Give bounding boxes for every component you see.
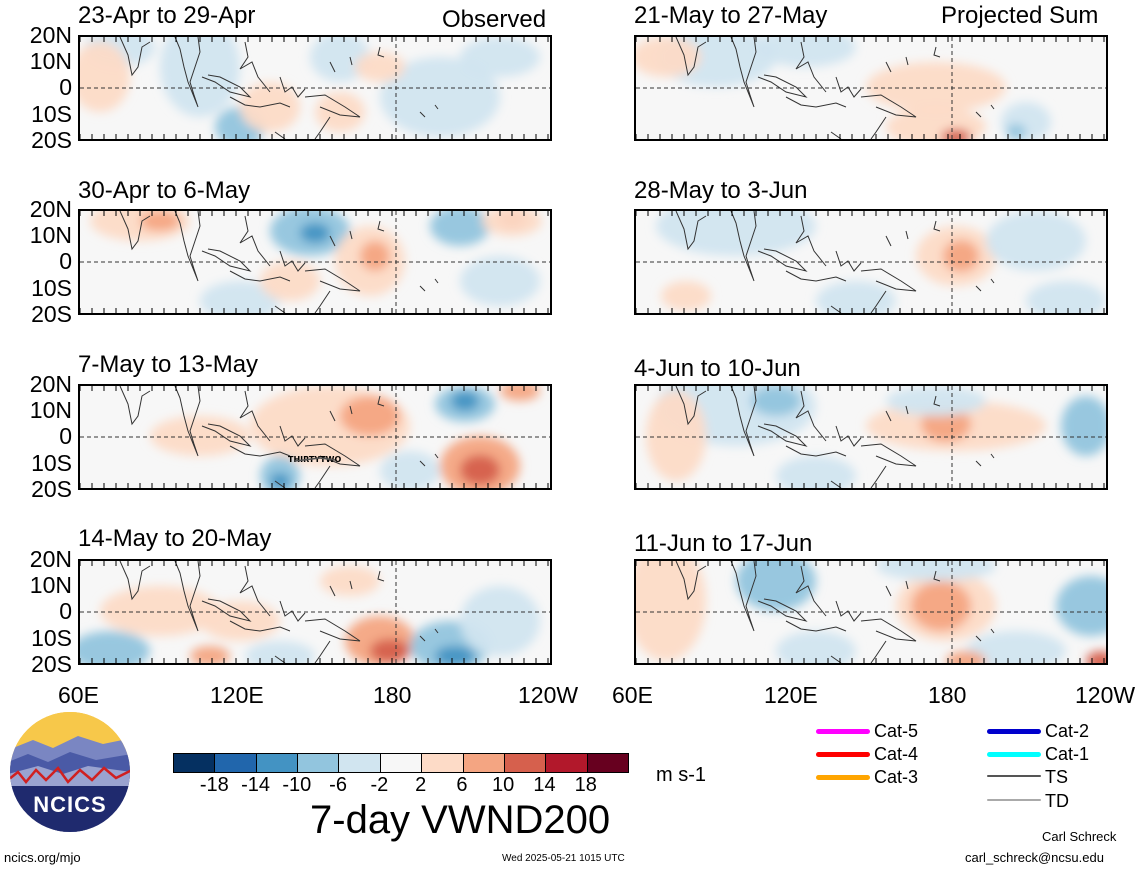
lat-label-20s-row2: 20S bbox=[31, 301, 72, 327]
lat-label-20n-row1: 20N bbox=[29, 22, 72, 48]
colorbar-tick-label: 10 bbox=[492, 774, 515, 796]
panel-7-period: 4-Jun to 10-Jun bbox=[634, 355, 801, 382]
map-panel-7 bbox=[634, 384, 1108, 490]
map-panel-2 bbox=[78, 209, 552, 315]
legend-line-ts bbox=[987, 775, 1041, 777]
map-field bbox=[636, 386, 1106, 488]
panel-2-period: 30-Apr to 6-May bbox=[78, 177, 251, 204]
lon-label-120e-left: 120E bbox=[210, 682, 264, 708]
lat-label-20n-row4: 20N bbox=[29, 546, 72, 572]
lat-label-10n-row1: 10N bbox=[29, 48, 72, 74]
lat-label-0-row4: 0 bbox=[59, 598, 72, 624]
legend-label-cat-2: Cat-2 bbox=[1045, 721, 1090, 741]
colorbar-swatch bbox=[215, 754, 257, 772]
colorbar-tick-label: 6 bbox=[456, 774, 468, 796]
panel-1-tag: Observed bbox=[442, 6, 547, 33]
colorbar-swatch bbox=[174, 754, 216, 772]
colorbar-tick-label: 2 bbox=[415, 774, 427, 796]
storm-label: THIRTYTWO bbox=[288, 455, 341, 464]
panel-5-tag: Projected Sum bbox=[941, 2, 1099, 29]
lon-label-60e-left: 60E bbox=[58, 682, 99, 708]
lat-label-0-row2: 0 bbox=[59, 248, 72, 274]
colorbar-swatch bbox=[422, 754, 464, 772]
colorbar-tick-label: -18 bbox=[199, 774, 229, 796]
lat-label-0-row1: 0 bbox=[59, 74, 72, 100]
panel-3-period: 7-May to 13-May bbox=[78, 351, 259, 378]
panel-1-period: 23-Apr to 29-Apr bbox=[78, 2, 256, 29]
lat-label-20n-row3: 20N bbox=[29, 371, 72, 397]
panel-6-period: 28-May to 3-Jun bbox=[634, 177, 808, 204]
colorbar-swatch bbox=[339, 754, 381, 772]
lat-label-10n-row2: 10N bbox=[29, 222, 72, 248]
colorbar-tick-label: 18 bbox=[574, 774, 597, 796]
colorbar-tick-label: -2 bbox=[370, 774, 389, 796]
map-panel-4 bbox=[78, 559, 552, 665]
colorbar-swatch bbox=[504, 754, 547, 772]
map-panel-1 bbox=[78, 35, 552, 141]
footer-author: Carl Schreck bbox=[1042, 829, 1117, 844]
colorbar-swatch bbox=[546, 754, 588, 772]
lat-label-20s-row1: 20S bbox=[31, 127, 72, 153]
colorbar-tick-label: -14 bbox=[241, 774, 270, 796]
map-panel-3: THIRTYTWO bbox=[78, 384, 552, 490]
lon-label-120e-right: 120E bbox=[764, 682, 818, 708]
map-field bbox=[636, 561, 1106, 663]
colorbar-swatch bbox=[380, 754, 423, 772]
colorbar-swatch bbox=[298, 754, 340, 772]
colorbar-tick-label: -10 bbox=[282, 774, 312, 796]
colorbar-swatch bbox=[463, 754, 505, 772]
legend-line-td bbox=[987, 799, 1041, 801]
legend-label-cat-1: Cat-1 bbox=[1045, 744, 1090, 764]
panel-4-period: 14-May to 20-May bbox=[78, 525, 272, 552]
map-field bbox=[80, 561, 550, 663]
lat-label-20s-row3: 20S bbox=[31, 476, 72, 502]
legend-label-cat-3: Cat-3 bbox=[874, 767, 919, 787]
legend-line-cat-5 bbox=[816, 729, 870, 734]
map-panel-5 bbox=[634, 35, 1108, 141]
map-field bbox=[636, 211, 1106, 313]
lat-label-10s-row2: 10S bbox=[31, 275, 72, 301]
lat-label-0-row3: 0 bbox=[59, 423, 72, 449]
legend-label-ts: TS bbox=[1045, 767, 1069, 787]
lat-label-10s-row3: 10S bbox=[31, 450, 72, 476]
logo-text: NCICS bbox=[33, 792, 107, 817]
lat-label-10n-row3: 10N bbox=[29, 397, 72, 423]
footer-timestamp: Wed 2025-05-21 1015 UTC bbox=[502, 853, 625, 864]
colorbar-swatch bbox=[587, 754, 628, 772]
lon-label-120w-left: 120W bbox=[518, 682, 579, 708]
lat-label-20n-row2: 20N bbox=[29, 196, 72, 222]
colorbar-tick-label: -6 bbox=[329, 774, 347, 796]
legend-label-td: TD bbox=[1045, 791, 1069, 811]
lat-label-20s-row4: 20S bbox=[31, 651, 72, 677]
lon-label-180-left: 180 bbox=[373, 682, 412, 708]
legend-line-cat-4 bbox=[816, 752, 870, 757]
lat-label-10s-row4: 10S bbox=[31, 625, 72, 651]
ncics-logo: NCICS bbox=[8, 710, 132, 834]
map-field bbox=[636, 37, 1106, 139]
colorbar bbox=[173, 753, 629, 773]
map-field bbox=[80, 37, 550, 139]
footer-url: ncics.org/mjo bbox=[4, 850, 81, 865]
footer-email: carl_schreck@ncsu.edu bbox=[965, 850, 1104, 865]
legend-label-cat-4: Cat-4 bbox=[874, 744, 919, 764]
lat-label-10s-row1: 10S bbox=[31, 101, 72, 127]
map-panel-6 bbox=[634, 209, 1108, 315]
map-field bbox=[80, 211, 550, 313]
lon-label-180-right: 180 bbox=[928, 682, 967, 708]
legend-label-cat-5: Cat-5 bbox=[874, 721, 919, 741]
map-title: 7-day VWND200 bbox=[310, 798, 611, 842]
panel-8-period: 11-Jun to 17-Jun bbox=[634, 530, 813, 557]
legend-line-cat-3 bbox=[816, 775, 870, 780]
colorbar-tick-label: 14 bbox=[533, 774, 556, 796]
colorbar-units: m s-1 bbox=[656, 764, 706, 786]
lon-label-60e-right: 60E bbox=[612, 682, 653, 708]
map-field: THIRTYTWO bbox=[80, 386, 550, 488]
legend-line-cat-2 bbox=[987, 729, 1041, 734]
colorbar-swatch bbox=[256, 754, 299, 772]
panel-5-period: 21-May to 27-May bbox=[634, 2, 828, 29]
lon-label-120w-right: 120W bbox=[1075, 684, 1135, 707]
lat-label-10n-row4: 10N bbox=[29, 572, 72, 598]
map-panel-8 bbox=[634, 559, 1108, 665]
legend-line-cat-1 bbox=[987, 752, 1041, 757]
